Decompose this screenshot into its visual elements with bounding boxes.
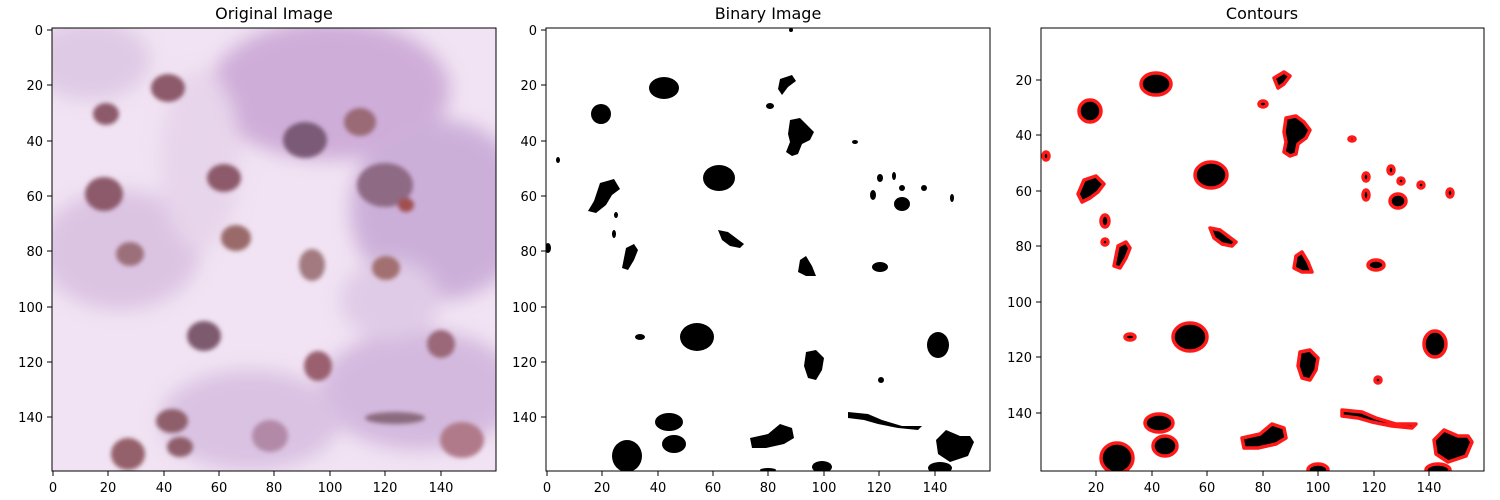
x-tick-label: 100 [318,481,343,496]
y-tick-label: 60 [1015,185,1032,200]
x-tick-label: 20 [100,481,117,496]
y-tick-label: 20 [26,79,43,94]
x-tick-label: 100 [812,481,837,496]
y-tick-label: 20 [520,79,537,94]
y-tick-label: 140 [1007,407,1032,422]
x-tick-label: 60 [211,481,228,496]
x-tick-label: 140 [1417,481,1442,496]
y-tick-label: 0 [529,24,537,39]
x-tick-label: 80 [1255,481,1272,496]
x-tick-label: 140 [923,481,948,496]
y-tick-label: 60 [26,190,43,205]
y-tick-label: 140 [18,411,43,426]
y-tick-label: 100 [1007,296,1032,311]
x-tick-label: 60 [705,481,722,496]
x-tick-label: 80 [760,481,777,496]
y-tick-label: 120 [512,356,537,371]
panel-title: Original Image [215,4,333,23]
x-tick-label: 120 [867,481,892,496]
y-tick-label: 100 [512,301,537,316]
y-tick-label: 20 [1015,74,1032,89]
x-tick-label: 140 [429,481,454,496]
panel-original: Original Image [18,4,497,496]
y-tick-label: 60 [520,190,537,205]
x-tick-label: 20 [594,481,611,496]
x-tick-label: 40 [650,481,667,496]
y-tick-label: 80 [26,245,43,260]
binary-image [546,28,990,471]
axis-ticks [1036,79,1430,476]
x-tick-label: 40 [1144,481,1161,496]
x-tick-label: 60 [1199,481,1216,496]
histology-image [52,28,496,471]
y-tick-label: 40 [520,135,537,150]
x-tick-label: 100 [1306,481,1331,496]
panel-title: Contours [1226,4,1298,23]
axis-ticks [47,29,442,476]
y-tick-label: 40 [1015,129,1032,144]
x-tick-label: 120 [1362,481,1387,496]
x-tick-label: 20 [1088,481,1105,496]
axis-ticks [541,29,936,476]
panel-title: Binary Image [715,4,822,23]
y-tick-label: 0 [35,24,43,39]
y-tick-label: 80 [1015,240,1032,255]
y-tick-label: 120 [18,356,43,371]
x-tick-label: 120 [373,481,398,496]
panel-contours: Contours [1007,4,1485,496]
y-tick-label: 100 [18,301,43,316]
x-tick-label: 0 [49,481,57,496]
panel-binary: Binary Image [512,4,991,496]
contour-image [1041,28,1484,471]
x-tick-label: 80 [266,481,283,496]
y-tick-label: 80 [520,245,537,260]
x-tick-label: 40 [156,481,173,496]
y-tick-label: 40 [26,135,43,150]
x-tick-label: 0 [543,481,551,496]
y-tick-label: 140 [512,411,537,426]
y-tick-label: 120 [1007,351,1032,366]
